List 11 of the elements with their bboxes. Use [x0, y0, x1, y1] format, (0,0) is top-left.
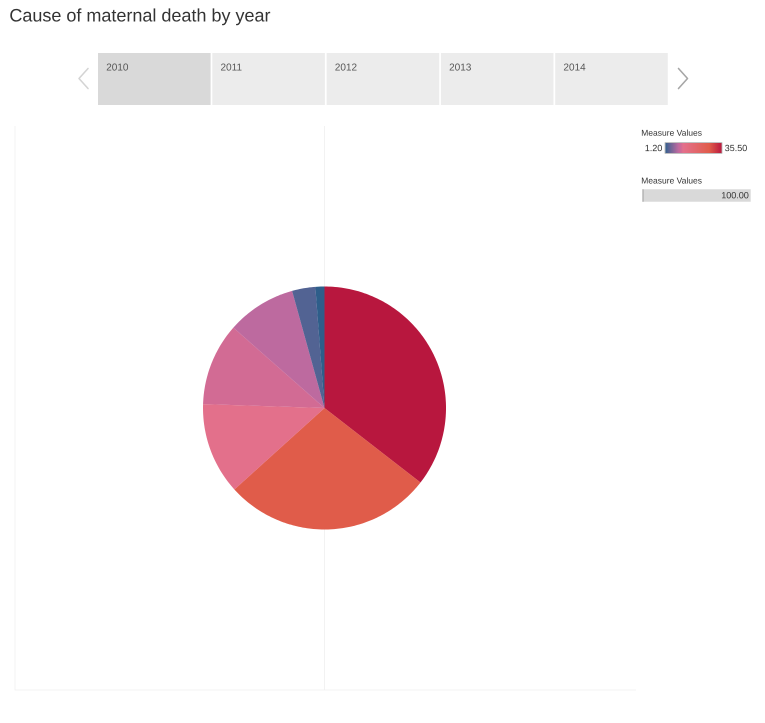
- text: 35.50: [725, 144, 747, 152]
- color-bar-title: Measure Values: [642, 130, 702, 136]
- text: 2012: [335, 64, 357, 71]
- text: 2010: [106, 64, 128, 71]
- text: 100.00: [722, 192, 748, 198]
- text: 2013: [450, 64, 471, 71]
- text: 2014: [564, 64, 586, 71]
- legend-title: Measure Values: [642, 177, 702, 184]
- chart-title: Cause of maternal death by year: [10, 8, 270, 26]
- text: 2011: [221, 64, 242, 71]
- text: 1.20: [645, 144, 662, 152]
